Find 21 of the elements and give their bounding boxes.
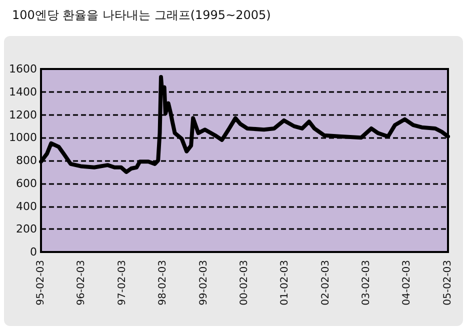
y-tick-label: 0 <box>30 246 37 258</box>
y-tick-label: 1400 <box>9 85 37 98</box>
x-tick-label: 99-02-03 <box>198 260 210 306</box>
x-tick-label: 98-02-03 <box>158 260 169 306</box>
x-tick-label: 95-02-03 <box>36 260 46 306</box>
x-tick-label: 02-02-03 <box>320 260 332 306</box>
y-tick-label: 1200 <box>9 108 37 122</box>
x-tick-label: 97-02-03 <box>116 260 128 306</box>
y-tick-label: 200 <box>16 222 37 236</box>
x-tick-label: 01-02-03 <box>280 260 291 306</box>
y-tick-label: 400 <box>16 200 37 213</box>
y-tick-label: 800 <box>16 154 37 167</box>
x-tick-label: 03-02-03 <box>361 260 372 306</box>
x-tick-label: 96-02-03 <box>76 260 88 306</box>
y-tick-label: 1000 <box>9 131 37 144</box>
y-tick-label: 1600 <box>9 62 37 76</box>
x-tick-label: 04-02-03 <box>402 260 413 306</box>
x-tick-label: 05-02-03 <box>442 260 454 306</box>
x-tick-label: 00-02-03 <box>238 260 250 306</box>
chart-title: 100엔당 환율을 나타내는 그래프(1995~2005) <box>12 7 271 24</box>
y-tick-label: 600 <box>16 176 37 190</box>
